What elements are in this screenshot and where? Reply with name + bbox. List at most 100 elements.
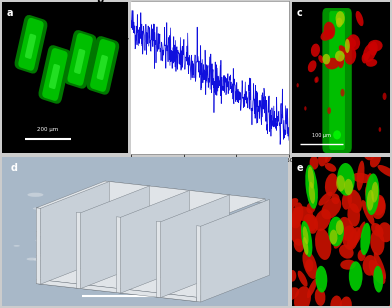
FancyBboxPatch shape	[18, 18, 44, 71]
Ellipse shape	[321, 197, 341, 219]
Polygon shape	[121, 190, 189, 293]
Ellipse shape	[371, 197, 386, 219]
Ellipse shape	[27, 193, 44, 197]
Ellipse shape	[325, 144, 334, 163]
Ellipse shape	[306, 215, 318, 234]
Ellipse shape	[35, 239, 49, 242]
Ellipse shape	[331, 193, 340, 204]
Ellipse shape	[287, 208, 301, 228]
Ellipse shape	[33, 258, 45, 261]
FancyBboxPatch shape	[49, 64, 60, 89]
Polygon shape	[81, 186, 149, 289]
FancyBboxPatch shape	[90, 39, 116, 92]
Ellipse shape	[314, 77, 318, 83]
Ellipse shape	[370, 230, 385, 255]
Ellipse shape	[334, 236, 343, 249]
Ellipse shape	[316, 266, 327, 293]
Ellipse shape	[303, 237, 309, 255]
Ellipse shape	[303, 214, 316, 231]
Ellipse shape	[345, 39, 350, 53]
Ellipse shape	[336, 18, 342, 27]
Ellipse shape	[339, 296, 352, 308]
FancyBboxPatch shape	[64, 30, 96, 89]
FancyBboxPatch shape	[38, 45, 71, 104]
Ellipse shape	[14, 245, 20, 247]
Ellipse shape	[365, 182, 375, 200]
Ellipse shape	[310, 156, 319, 170]
Polygon shape	[105, 205, 265, 227]
Ellipse shape	[336, 220, 344, 235]
Ellipse shape	[303, 250, 318, 279]
Ellipse shape	[321, 29, 334, 41]
Ellipse shape	[340, 260, 356, 270]
Ellipse shape	[318, 55, 324, 63]
Ellipse shape	[358, 249, 366, 261]
Ellipse shape	[338, 55, 344, 68]
Ellipse shape	[356, 11, 363, 26]
Ellipse shape	[330, 295, 342, 308]
Ellipse shape	[347, 189, 362, 213]
Ellipse shape	[347, 227, 360, 249]
Ellipse shape	[379, 127, 381, 132]
FancyBboxPatch shape	[74, 49, 85, 74]
Ellipse shape	[305, 259, 313, 272]
Ellipse shape	[372, 195, 385, 216]
Ellipse shape	[309, 182, 315, 204]
Text: 200 μm: 200 μm	[37, 127, 59, 132]
Polygon shape	[36, 257, 265, 302]
Ellipse shape	[323, 22, 335, 39]
Ellipse shape	[373, 266, 383, 293]
Polygon shape	[41, 181, 109, 284]
Ellipse shape	[336, 11, 345, 26]
Polygon shape	[105, 181, 265, 203]
Ellipse shape	[307, 202, 316, 213]
Ellipse shape	[368, 260, 386, 284]
Ellipse shape	[294, 239, 303, 252]
Ellipse shape	[325, 173, 338, 196]
Ellipse shape	[344, 179, 353, 195]
Ellipse shape	[284, 198, 298, 210]
Text: c: c	[297, 8, 303, 18]
Ellipse shape	[315, 76, 319, 83]
X-axis label: Depth ( μm): Depth ( μm)	[191, 164, 229, 170]
Ellipse shape	[294, 202, 303, 223]
Ellipse shape	[347, 203, 360, 227]
Ellipse shape	[325, 58, 339, 69]
Ellipse shape	[366, 173, 374, 195]
Polygon shape	[36, 256, 196, 278]
Polygon shape	[76, 212, 81, 289]
Ellipse shape	[318, 148, 328, 166]
Ellipse shape	[330, 229, 338, 245]
FancyBboxPatch shape	[329, 11, 345, 150]
FancyBboxPatch shape	[322, 8, 352, 153]
Ellipse shape	[360, 223, 371, 255]
Ellipse shape	[339, 45, 347, 55]
Ellipse shape	[387, 303, 392, 308]
Ellipse shape	[363, 255, 377, 276]
Polygon shape	[36, 229, 265, 274]
Ellipse shape	[347, 34, 360, 50]
Ellipse shape	[291, 207, 301, 226]
Ellipse shape	[315, 288, 325, 306]
Ellipse shape	[362, 53, 368, 63]
Ellipse shape	[325, 163, 336, 172]
Ellipse shape	[370, 152, 381, 168]
Ellipse shape	[369, 42, 378, 56]
Polygon shape	[36, 208, 41, 284]
Ellipse shape	[383, 93, 387, 100]
Ellipse shape	[323, 54, 330, 64]
Ellipse shape	[284, 287, 299, 301]
FancyBboxPatch shape	[67, 33, 93, 86]
Polygon shape	[156, 221, 161, 298]
Ellipse shape	[303, 226, 309, 244]
Ellipse shape	[318, 192, 332, 206]
Ellipse shape	[354, 221, 365, 245]
Text: b: b	[96, 0, 103, 5]
Ellipse shape	[311, 44, 320, 57]
Ellipse shape	[337, 163, 355, 196]
Ellipse shape	[340, 89, 345, 96]
Ellipse shape	[33, 207, 42, 210]
Ellipse shape	[294, 206, 313, 221]
Polygon shape	[116, 217, 121, 293]
Polygon shape	[36, 205, 265, 249]
